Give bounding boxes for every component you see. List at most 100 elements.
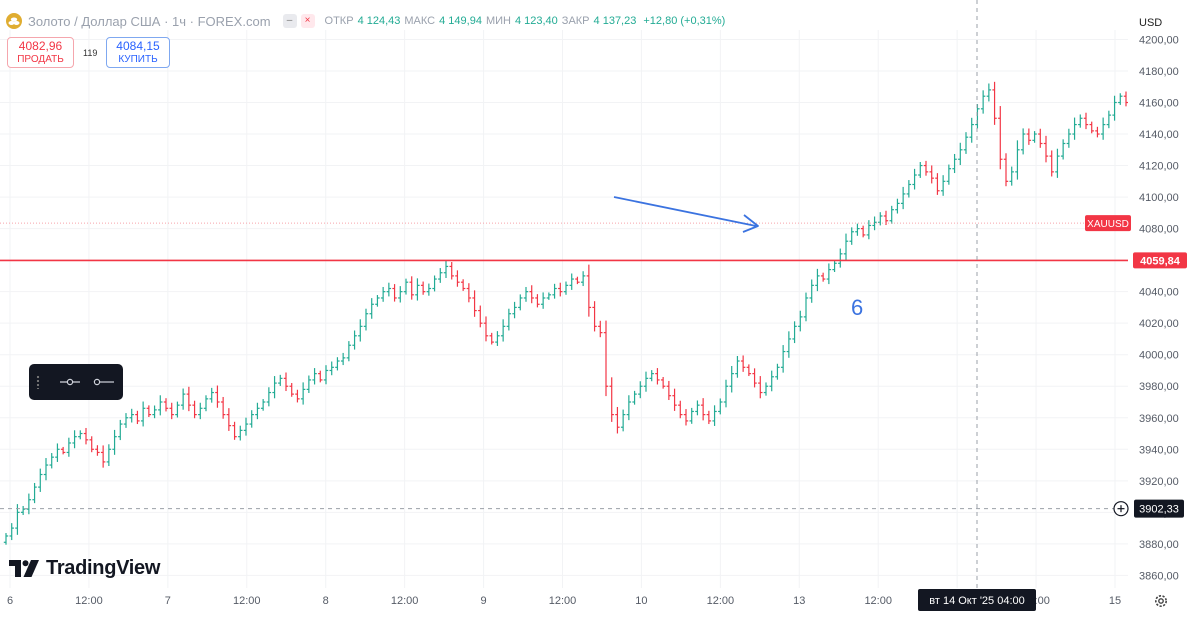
drag-handle-icon[interactable] [36,375,40,389]
ohlc-bar [146,405,152,418]
ohlc-bar [672,388,677,411]
ohlc-bar [20,505,26,515]
settings-gear-icon[interactable] [1153,593,1169,609]
ohlc-bar [969,117,974,143]
ohlc-bar [186,386,192,412]
ohlc-bar [872,216,877,231]
ohlc-bar [198,402,203,420]
ohlc-bar [792,321,797,344]
time-tick-label: 8 [323,595,329,607]
ohlc-bar [238,425,243,441]
ohlc-bar [232,421,237,440]
ohlc-bar [135,410,140,425]
add-alert-icon[interactable] [1113,501,1129,517]
time-tick-label: 7 [165,595,171,607]
ohlc-bar [192,400,197,419]
ohlc-bar [1123,91,1129,107]
drawing-toolbar[interactable] [29,364,123,400]
ohlc-bar [175,401,180,418]
ohlc-bar [540,292,546,309]
ohlc-bar [318,370,323,383]
time-tick-label: 10 [635,595,647,607]
ohlc-bar [643,371,649,392]
ohlc-bar [1100,117,1106,140]
buy-button[interactable]: 4084,15 КУПИТЬ [106,37,170,68]
ohlc-bar [729,365,734,393]
ohlc-bar [312,368,317,385]
close-value: 4 137,23 [593,15,637,27]
ohlc-bar [1066,128,1072,148]
ohlc-bar [992,81,997,125]
ohlc-bar [340,352,346,366]
high-label: МАКС [404,15,436,27]
ohlc-bar [358,319,363,342]
sell-price: 4082,96 [18,39,63,53]
ohlc-bar [998,106,1003,170]
ohlc-bar [72,430,77,449]
ohlc-bar [923,160,929,176]
ohlc-bar [295,389,300,403]
tradingview-logo[interactable]: TradingView [9,556,160,580]
currency-selector[interactable]: USD [1139,17,1163,29]
ohlc-bar [409,276,414,300]
ohlc-bar [483,316,489,342]
ohlc-bar [706,410,712,425]
ohlc-bar [889,205,894,224]
ray-tool-icon[interactable] [93,374,115,390]
ohlc-bar [929,165,934,184]
ohlc-bar [375,295,380,307]
ohlc-bar [535,294,540,308]
open-value: 4 124,43 [357,15,401,27]
price-tags: 4059,84 XAUUSD 3902,33 вт 14 Окт '25 04:00 [918,215,1187,611]
ohlc-bar [832,260,837,273]
ohlc-bar [220,396,226,419]
ohlc-bar [958,142,963,165]
ohlc-bar [780,345,786,373]
ohlc-bar [118,419,123,441]
ohlc-bar [32,482,37,504]
spread-value: 119 [83,48,98,58]
ohlc-bar [735,355,740,378]
ohlc-bar [580,271,586,287]
tradingview-icon [9,559,39,577]
ohlc-bar [432,275,437,292]
price-axis[interactable]: 3860,003880,003900,003920,003940,003960,… [1128,0,1200,620]
ohlc-bar [3,533,9,545]
ohlc-bar [346,341,352,362]
ohlc-bar [586,264,592,317]
ohlc-bar [878,212,883,226]
ohlc-bar [558,282,563,297]
close-icon[interactable]: × [300,14,315,28]
ohlc-bar [798,310,803,332]
ohlc-bar [1055,148,1060,178]
ohlc-bar [803,292,809,322]
ohlc-bar [1032,131,1037,143]
line-tool-icon[interactable] [59,374,81,390]
ohlc-bar [506,308,512,331]
ohlc-bar [843,233,849,261]
collapse-icon[interactable]: – [282,14,297,28]
ohlc-bar [860,225,866,238]
ohlc-bar [638,381,643,399]
ohlc-bar [620,409,626,432]
crosshair-price-tag [1134,499,1184,518]
price-tick-label: 4100,00 [1139,192,1179,204]
trend-arrow[interactable] [613,196,759,233]
sell-button[interactable]: 4082,96 ПРОДАТЬ [7,37,74,68]
annotation-label[interactable]: 6 [851,295,863,320]
ohlc-bar [9,523,14,541]
ohlc-bar [1015,140,1020,180]
high-value: 4 149,94 [439,15,482,27]
ohlc-bar [420,281,426,295]
ohlc-bar [569,273,574,290]
ohlc-bar [598,320,603,338]
ohlc-bar [466,283,472,303]
ohlc-bar [769,370,774,392]
price-axis-background [1128,0,1200,620]
price-tick-label: 4140,00 [1139,129,1179,141]
price-tick-label: 4180,00 [1139,66,1179,78]
ohlc-bar [15,504,20,535]
symbol-tag [1085,215,1131,232]
symbol-title[interactable]: Золото / Доллар США · 1ч · FOREX.com [28,13,271,29]
